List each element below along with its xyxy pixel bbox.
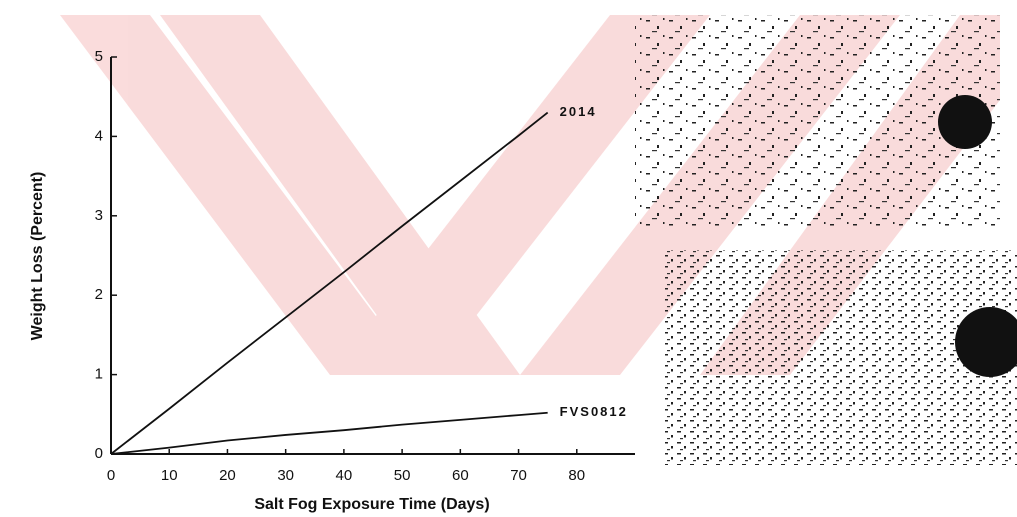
x-tick-label: 70 [510, 467, 527, 484]
x-axis-title: Salt Fog Exposure Time (Days) [254, 496, 489, 513]
photo-mark [938, 95, 992, 149]
photo-mark [955, 307, 1017, 377]
x-tick-label: 40 [336, 467, 353, 484]
y-tick-label: 0 [95, 445, 103, 462]
x-tick-label: 30 [277, 467, 294, 484]
y-tick-label: 3 [95, 207, 103, 224]
y-tick-label: 2 [95, 286, 103, 303]
x-tick-label: 20 [219, 467, 236, 484]
x-tick-label: 60 [452, 467, 469, 484]
x-tick-label: 0 [107, 467, 115, 484]
photo-bottom [665, 250, 1017, 465]
series-line [110, 111, 549, 455]
y-tick-label: 5 [95, 48, 103, 65]
x-tick-label: 10 [161, 467, 178, 484]
series-line [110, 411, 548, 455]
x-tick-label: 80 [568, 467, 585, 484]
y-tick-label: 1 [95, 366, 103, 383]
series-label: FVS0812 [560, 404, 628, 419]
series-label: 2014 [560, 104, 597, 119]
x-tick-label: 50 [394, 467, 411, 484]
specimen-photos [635, 15, 1017, 465]
y-tick-label: 4 [95, 127, 103, 144]
y-axis-title: Weight Loss (Percent) [29, 172, 46, 341]
